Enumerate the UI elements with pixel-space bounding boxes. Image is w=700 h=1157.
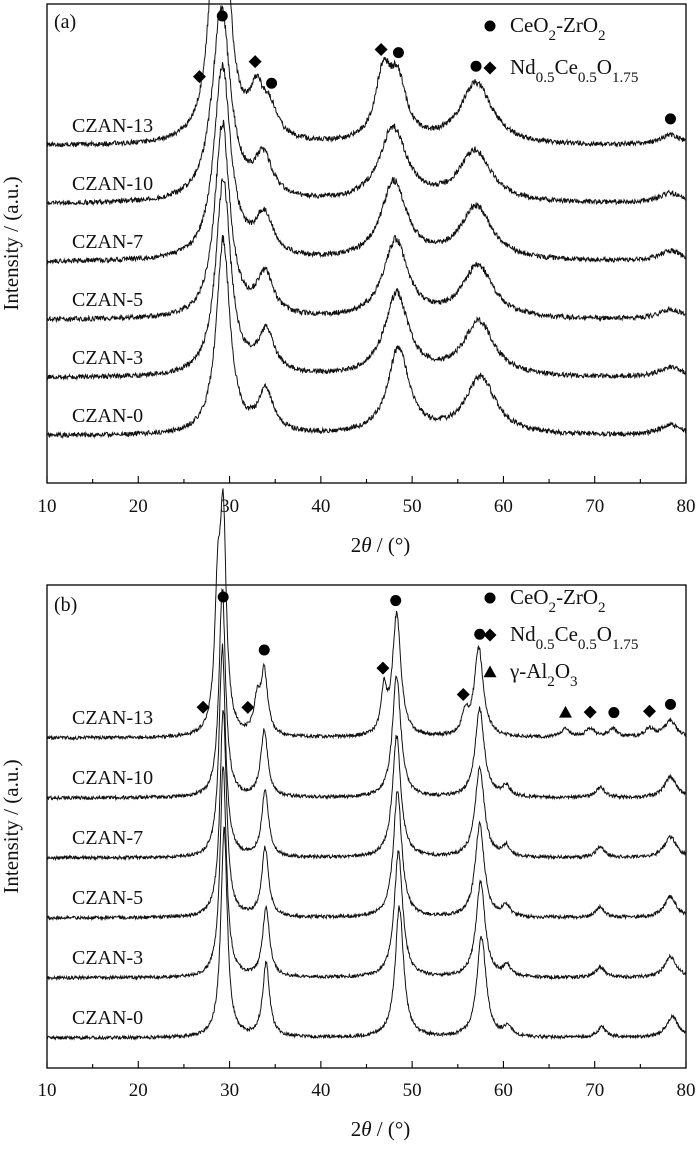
series-label: CZAN-10 <box>72 173 153 195</box>
series-label: CZAN-13 <box>72 707 153 729</box>
panel-a: 10 20 30 40 50 60 70 80 2θ / (°) Intensity / (a.u… <box>0 0 696 557</box>
x-tick-label: 20 <box>129 1080 148 1101</box>
series-line-czan-5 <box>46 119 687 324</box>
series-label: CZAN-3 <box>72 947 143 969</box>
series-label: CZAN-13 <box>72 115 153 137</box>
x-tick-label: 70 <box>585 496 604 517</box>
legend-marker-circle <box>484 20 496 32</box>
phase-marker-circle <box>664 113 676 125</box>
x-tick-label: 80 <box>677 496 696 517</box>
series-label: CZAN-5 <box>72 289 143 311</box>
x-tick-label: 40 <box>311 1080 330 1101</box>
series-label: CZAN-7 <box>72 827 143 849</box>
panel-label: (b) <box>54 594 77 616</box>
series-line-czan-10 <box>46 587 687 802</box>
phase-marker-circle <box>266 77 278 89</box>
phase-marker-diamond <box>456 687 470 701</box>
x-tick-label: 10 <box>38 496 57 517</box>
phase-marker-diamond <box>583 705 597 719</box>
phase-marker-diamond <box>241 700 255 714</box>
series-line-czan-7 <box>46 62 687 265</box>
legend-label: CeO2-ZrO2 <box>510 13 606 44</box>
phase-marker-diamond <box>196 700 210 714</box>
x-tick-label: 80 <box>677 1080 696 1101</box>
phase-marker-circle <box>608 707 620 719</box>
series-label: CZAN-3 <box>72 347 143 369</box>
phase-marker-diamond <box>248 55 262 69</box>
series-line-czan-13 <box>46 488 687 741</box>
y-axis-label: Intensity / (a.u.) <box>0 759 23 893</box>
phase-marker-circle <box>664 698 676 710</box>
series-line-czan-0 <box>46 234 687 440</box>
legend-marker-diamond <box>483 61 497 75</box>
legend-label: Nd0.5Ce0.5O1.75 <box>510 55 638 86</box>
series-line-czan-13 <box>46 0 687 148</box>
x-axis-label: 2θ / (°) <box>351 533 411 557</box>
phase-marker-diamond <box>376 661 390 675</box>
legend-label: γ-Al2O3 <box>509 659 578 690</box>
x-tick-label: 20 <box>129 496 148 517</box>
series-label: CZAN-0 <box>72 405 143 427</box>
series-line-czan-3 <box>47 765 687 982</box>
legend-marker-triangle <box>483 665 497 678</box>
x-tick-label: 10 <box>38 1080 57 1101</box>
series-label: CZAN-5 <box>72 887 143 909</box>
phase-marker-diamond <box>642 704 656 718</box>
x-tick-label: 30 <box>220 496 239 517</box>
panel-label: (a) <box>54 11 76 33</box>
phase-marker-circle <box>474 628 486 640</box>
x-tick-label: 50 <box>403 496 422 517</box>
x-tick-label: 40 <box>311 496 330 517</box>
y-axis-label: Intensity / (a.u.) <box>0 176 23 310</box>
x-tick-label: 70 <box>585 1080 604 1101</box>
phase-marker-circle <box>392 47 404 59</box>
x-axis-label: 2θ / (°) <box>351 1117 411 1141</box>
phase-marker-circle <box>390 595 402 607</box>
phase-marker-diamond <box>374 42 388 56</box>
x-tick-label: 60 <box>494 496 513 517</box>
series-line-czan-7 <box>46 643 687 862</box>
legend-label: Nd0.5Ce0.5O1.75 <box>510 622 638 653</box>
x-tick-label: 60 <box>494 1080 513 1101</box>
x-tick-label: 30 <box>220 1080 239 1101</box>
series-line-czan-10 <box>46 5 687 207</box>
phase-marker-circle <box>258 644 270 656</box>
legend-marker-circle <box>484 592 496 604</box>
panel-b: 10 20 30 40 50 60 70 80 2θ / (°) Intensity / (a.u… <box>0 488 696 1141</box>
series-label: CZAN-0 <box>72 1007 143 1029</box>
legend-marker-diamond <box>483 628 497 642</box>
series-line-czan-5 <box>46 710 687 922</box>
legend-label: CeO2-ZrO2 <box>510 585 606 616</box>
series-line-czan-3 <box>46 178 687 381</box>
phase-marker-circle <box>216 10 228 22</box>
series-label: CZAN-10 <box>72 767 153 789</box>
x-tick-label: 50 <box>403 1080 422 1101</box>
phase-marker-circle <box>470 60 482 72</box>
phase-marker-triangle <box>559 705 573 718</box>
phase-marker-circle <box>217 591 229 603</box>
phase-marker-diamond <box>192 70 206 84</box>
series-label: CZAN-7 <box>72 231 143 253</box>
series-line-czan-0 <box>46 826 687 1041</box>
